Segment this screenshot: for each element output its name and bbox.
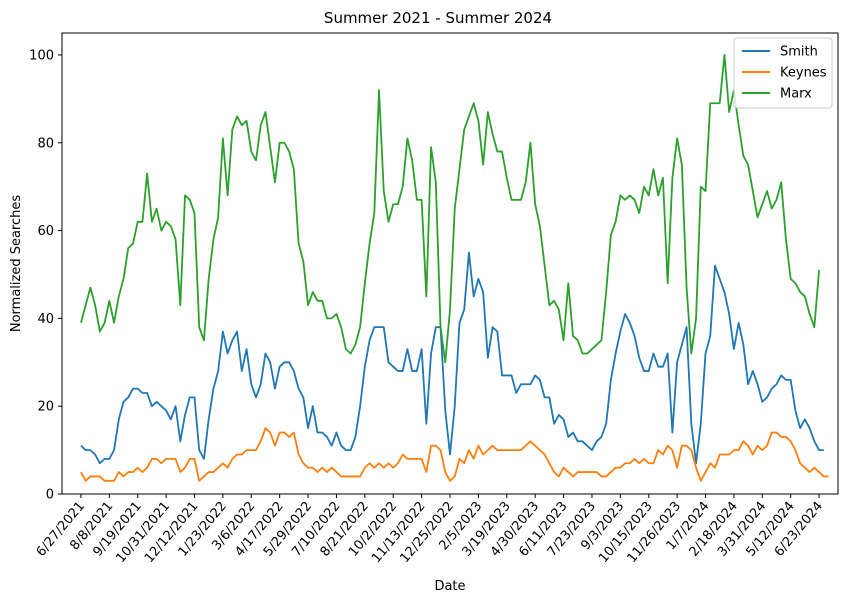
y-tick-label: 60 — [37, 224, 54, 239]
y-axis-ticks: 0 20 40 60 80 100 — [29, 48, 62, 503]
y-tick-label: 80 — [37, 136, 54, 151]
series-line-smith — [80, 251, 824, 465]
x-axis-label: Date — [434, 579, 465, 594]
y-tick-label: 0 — [46, 488, 54, 503]
chart-title: Summer 2021 - Summer 2024 — [324, 9, 552, 27]
y-tick-label: 20 — [37, 400, 54, 415]
y-tick-label: 40 — [37, 312, 54, 327]
y-axis-label: Normalized Searches — [9, 195, 24, 333]
plot-area — [80, 54, 829, 482]
legend-box — [733, 37, 833, 109]
legend-label-keynes: Keynes — [780, 66, 827, 81]
series-line-marx — [80, 54, 820, 364]
legend-label-smith: Smith — [780, 45, 818, 60]
legend: Smith Keynes Marx — [733, 37, 833, 109]
legend-label-marx: Marx — [780, 87, 812, 102]
y-tick-label: 100 — [29, 48, 54, 63]
plot-frame — [61, 32, 839, 495]
series-line-keynes — [80, 427, 829, 482]
